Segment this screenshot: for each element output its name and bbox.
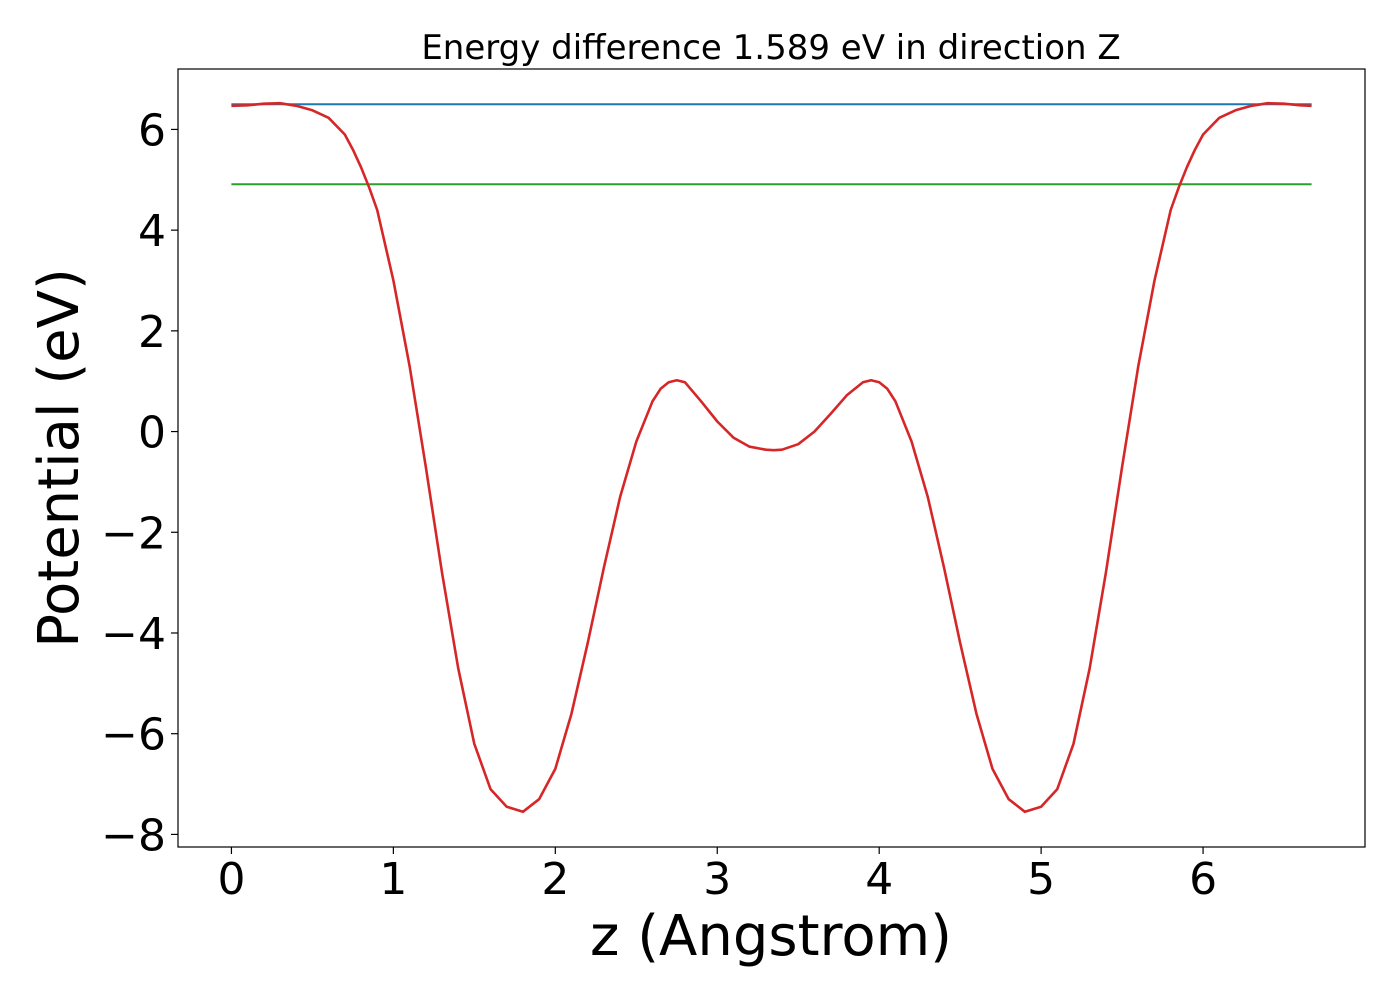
series-line-2: [231, 101, 1312, 814]
x-axis-label: z (Angstrom): [590, 904, 952, 969]
plot-lines: [231, 101, 1312, 814]
y-tick-label: −2: [101, 508, 166, 559]
x-tick-label: 3: [703, 854, 731, 905]
plot-frame: [177, 68, 1366, 848]
y-tick-label: 0: [138, 408, 166, 459]
x-axis-ticks: 0 1 2 3 4 5 6: [217, 847, 1217, 905]
x-tick-label: 5: [1027, 854, 1055, 905]
y-axis-label: Potential (eV): [27, 268, 92, 648]
y-axis-ticks: −8 −6 −4 −2 0 2 4 6: [101, 105, 178, 861]
y-tick-label: 4: [138, 206, 166, 257]
chart-title: Energy difference 1.589 eV in direction …: [421, 28, 1120, 68]
y-tick-label: −6: [101, 710, 166, 761]
x-tick-label: 4: [865, 854, 893, 905]
x-tick-label: 2: [541, 854, 569, 905]
x-tick-label: 1: [379, 854, 407, 905]
y-tick-label: 2: [138, 307, 166, 358]
y-tick-label: 6: [138, 105, 166, 156]
y-tick-label: −8: [101, 810, 166, 861]
x-tick-label: 0: [217, 854, 245, 905]
y-tick-label: −4: [101, 609, 166, 660]
x-tick-label: 6: [1189, 854, 1217, 905]
